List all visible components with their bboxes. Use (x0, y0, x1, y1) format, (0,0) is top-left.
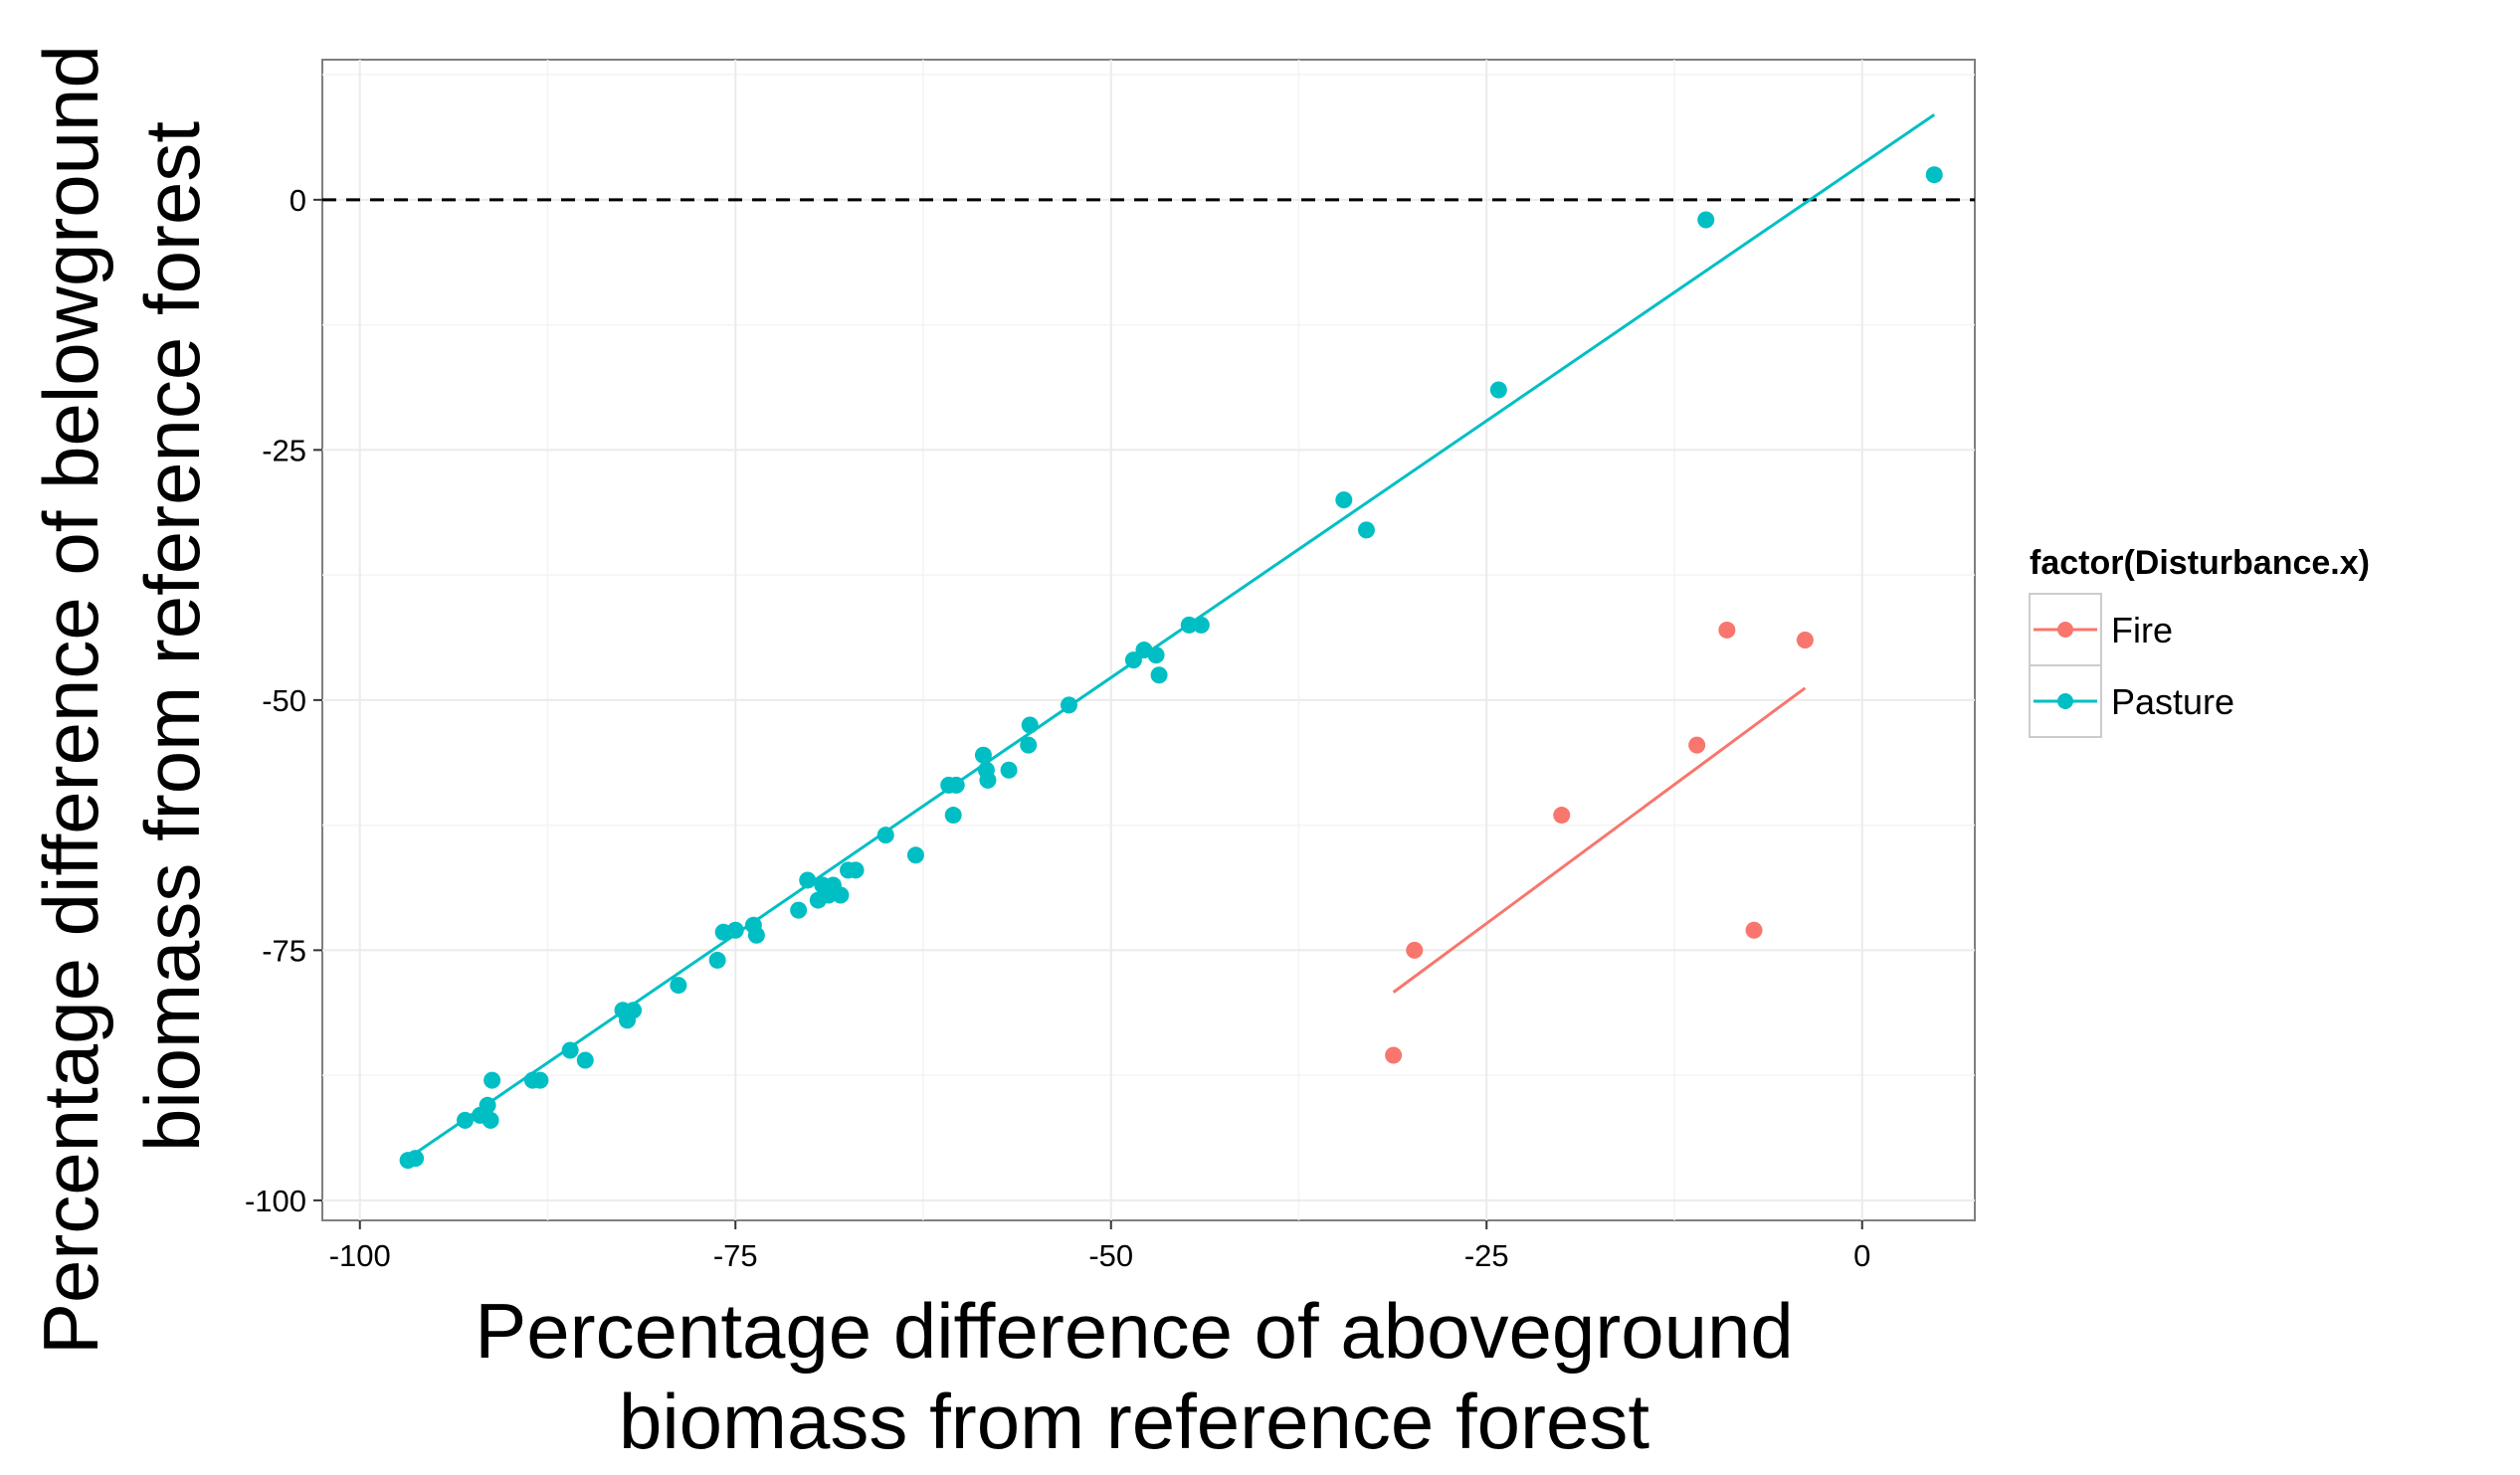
point-pasture (1150, 666, 1168, 684)
y-tick-label: -75 (262, 933, 306, 968)
fit-line-pasture (404, 113, 1936, 1162)
point-pasture (625, 1002, 643, 1019)
point-pasture (456, 1111, 474, 1129)
point-pasture (974, 746, 992, 764)
point-pasture (484, 1071, 501, 1089)
point-pasture (747, 926, 765, 944)
point-pasture (407, 1150, 425, 1168)
x-tick-label: 0 (1853, 1238, 1870, 1273)
y-tick-label: 0 (290, 183, 306, 218)
x-tick-label: -100 (329, 1238, 391, 1273)
point-pasture (1147, 646, 1165, 664)
point-fire (1385, 1046, 1403, 1064)
point-pasture (947, 776, 965, 794)
point-pasture (1192, 616, 1210, 634)
point-pasture (1489, 381, 1507, 399)
point-pasture (1925, 166, 1943, 184)
point-fire (1745, 921, 1763, 939)
point-pasture (708, 951, 726, 969)
point-pasture (906, 846, 924, 864)
legend: factor(Disturbance.x) Fire Pasture (2029, 544, 2370, 738)
point-pasture (790, 901, 808, 919)
x-axis-title-line-1: Percentage difference of aboveground (475, 1287, 1794, 1375)
fit-line-fire (1392, 686, 1807, 994)
point-pasture (482, 1111, 499, 1129)
y-tick-label: -25 (262, 433, 306, 467)
point-pasture (944, 807, 962, 825)
y-axis-ticks: -100 -75 -50 -25 0 (245, 183, 322, 1218)
point-pasture (1000, 761, 1018, 779)
point-pasture (876, 827, 894, 844)
x-axis-title-line-2: biomass from reference forest (619, 1378, 1649, 1465)
point-pasture (847, 861, 865, 879)
point-pasture (561, 1041, 579, 1059)
x-tick-label: -25 (1464, 1238, 1509, 1273)
point-pasture (531, 1071, 549, 1089)
point-pasture (1020, 736, 1038, 754)
point-fire (1406, 941, 1424, 959)
point-pasture (1335, 491, 1353, 509)
point-fire (1796, 632, 1814, 648)
point-pasture (979, 771, 997, 789)
point-pasture (1697, 211, 1715, 229)
legend-label-fire: Fire (2111, 610, 2173, 650)
point-pasture (670, 977, 687, 995)
point-pasture (726, 921, 744, 939)
y-axis-title-line-1: Percentage difference of belowground (27, 45, 114, 1355)
x-axis-ticks: -100 -75 -50 -25 0 (329, 1220, 1870, 1273)
point-pasture (1021, 716, 1039, 734)
y-tick-label: -50 (262, 683, 306, 718)
x-tick-label: -50 (1088, 1238, 1133, 1273)
point-pasture (1357, 521, 1375, 539)
point-pasture (479, 1096, 496, 1114)
gridlines (322, 60, 1975, 1220)
y-tick-label: -100 (245, 1184, 306, 1218)
point-pasture (832, 886, 850, 904)
point-fire (1718, 621, 1736, 639)
y-axis-title-line-2: biomass from reference forest (128, 121, 216, 1152)
point-pasture (799, 871, 817, 889)
point-pasture (1180, 616, 1198, 634)
point-pasture (1124, 651, 1142, 669)
point-pasture (576, 1051, 594, 1069)
point-fire (1553, 807, 1571, 825)
legend-key-pasture-point (2057, 693, 2073, 709)
point-fire (1688, 736, 1706, 754)
fit-lines (404, 113, 1936, 1162)
x-tick-label: -75 (713, 1238, 758, 1273)
legend-key-fire-point (2057, 622, 2073, 638)
legend-label-pasture: Pasture (2111, 681, 2234, 722)
point-pasture (1060, 696, 1077, 714)
data-points (399, 166, 1943, 1170)
legend-title: factor(Disturbance.x) (2030, 544, 2370, 582)
